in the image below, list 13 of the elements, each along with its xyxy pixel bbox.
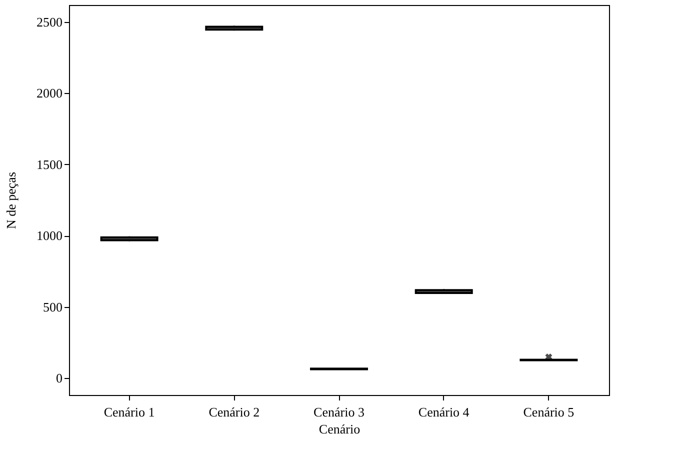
y-tick-label: 1500 xyxy=(36,156,62,172)
x-axis-title: Cenário xyxy=(318,422,360,436)
y-tick-label: 2500 xyxy=(36,14,62,30)
y-tick-label: 1000 xyxy=(36,228,62,244)
x-tick-label: Cenário 1 xyxy=(104,404,155,420)
y-tick-label: 500 xyxy=(43,299,62,314)
x-tick-label: Cenário 3 xyxy=(314,404,364,420)
y-axis-title: N de peças xyxy=(4,172,18,230)
x-tick-label: Cenário 4 xyxy=(418,404,470,420)
x-tick-label: Cenário 5 xyxy=(523,404,574,420)
x-tick-label: Cenário 2 xyxy=(208,404,260,420)
y-tick-label: 2000 xyxy=(36,86,62,101)
y-tick-label: 0 xyxy=(56,370,62,386)
